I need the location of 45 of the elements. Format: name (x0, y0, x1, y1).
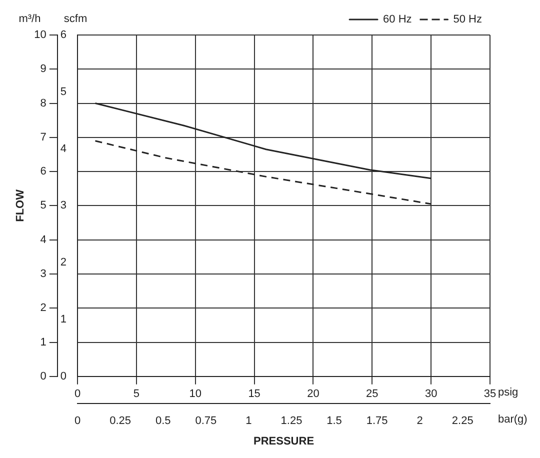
y2-tick-label: 1 (60, 314, 67, 326)
x2-tick-label: 0 (74, 415, 81, 428)
y-tick-label: 2 (40, 302, 46, 314)
x2-tick-label: 0.75 (195, 415, 217, 428)
text: scfm (64, 13, 88, 26)
y-tick-label: 4 (40, 234, 46, 246)
y-tick-label: 6 (40, 166, 46, 178)
legend-label: 50 Hz (453, 14, 482, 26)
x2-tick-label: 2 (416, 415, 423, 428)
y-tick-label: 0 (40, 370, 46, 382)
x2-tick-label: 0.5 (155, 415, 171, 428)
x2-tick-label: 1.5 (326, 415, 342, 428)
x-tick-label: 35 (484, 388, 496, 400)
text: bar(g) (498, 414, 528, 426)
x2-tick-label: 1.25 (280, 415, 302, 428)
y-tick-label: 1 (40, 336, 46, 348)
x-tick-label: 5 (133, 388, 140, 400)
text: m³/h (18, 13, 41, 26)
x-tick-label: 25 (366, 388, 378, 400)
x-tick-label: 0 (74, 388, 81, 400)
y-axis-title: FLOW (14, 188, 27, 222)
y-tick-label: 3 (40, 268, 46, 280)
x2-tick-label: 2.25 (452, 415, 474, 428)
y2-tick-label: 6 (60, 29, 67, 42)
y2-tick-label: 4 (60, 142, 67, 155)
x2-tick-label: 1 (246, 415, 252, 428)
y2-tick-label: 2 (60, 256, 67, 269)
legend-label: 60 Hz (383, 14, 412, 26)
x-tick-label: 30 (424, 388, 438, 400)
x2-tick-label: 0.25 (110, 415, 132, 428)
text: psig (498, 386, 518, 398)
x-tick-label: 20 (307, 388, 320, 400)
y-tick-label: 9 (40, 63, 46, 76)
y2-tick-label: 3 (60, 200, 67, 212)
x-tick-label: 15 (248, 388, 260, 400)
line-series (94, 140, 432, 205)
x-axis-title: PRESSURE (254, 435, 314, 448)
x2-tick-label: 1.75 (366, 415, 388, 428)
y-tick-label: 8 (40, 97, 46, 110)
y-tick-label: 5 (40, 200, 46, 212)
x-tick-label: 10 (189, 388, 202, 400)
y2-tick-label: 5 (60, 86, 67, 98)
y-tick-label: 10 (34, 29, 46, 42)
y2-tick-label: 0 (60, 370, 67, 382)
y-tick-label: 7 (40, 131, 46, 144)
